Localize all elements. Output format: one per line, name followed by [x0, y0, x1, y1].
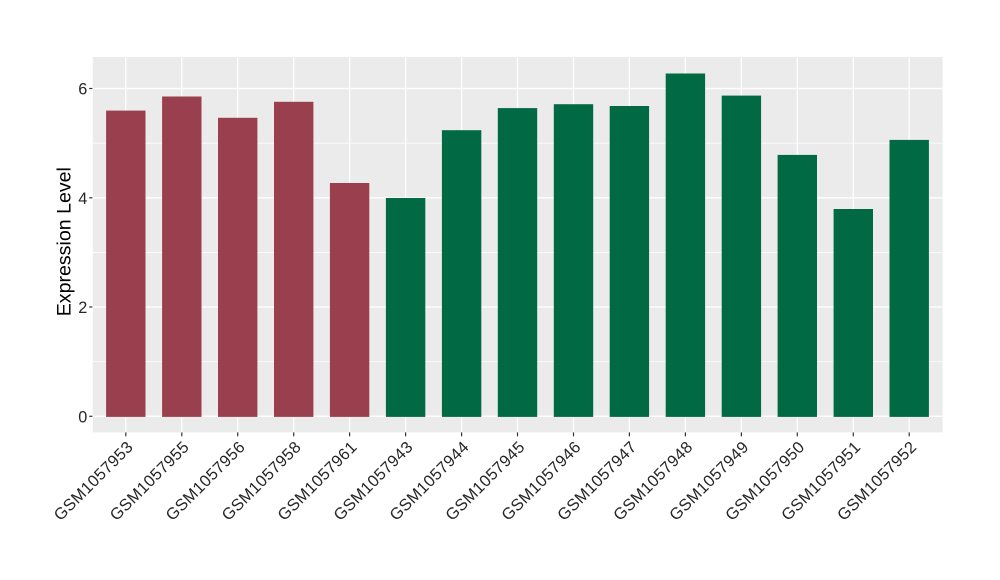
svg-text:0: 0: [78, 409, 87, 427]
svg-text:2: 2: [78, 299, 87, 317]
svg-text:6: 6: [78, 81, 87, 99]
svg-text:4: 4: [78, 190, 87, 208]
svg-text:Expression Level: Expression Level: [53, 167, 75, 316]
